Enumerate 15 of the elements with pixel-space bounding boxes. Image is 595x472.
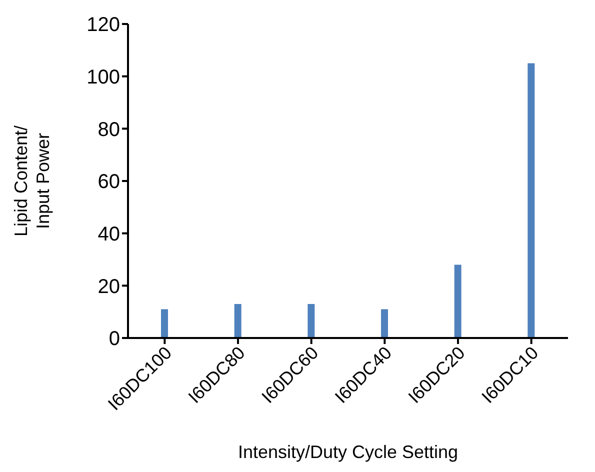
y-tick-label: 100 [86,66,120,88]
y-axis-title: Lipid Content/ Input Power [11,125,53,237]
y-tick-label: 20 [98,276,120,298]
bar [308,304,315,338]
bar [454,264,462,338]
y-tick-label: 40 [98,223,120,246]
y-tick-label: 120 [86,14,120,36]
y-tick-label: 80 [98,118,120,141]
x-axis-title: Intensity/Duty Cycle Setting [238,442,458,462]
y-tick-label: 60 [98,171,120,194]
bar [381,309,388,338]
bar [161,309,168,338]
bar [528,63,535,338]
bar [234,304,242,338]
y-tick-label: 0 [108,328,120,350]
